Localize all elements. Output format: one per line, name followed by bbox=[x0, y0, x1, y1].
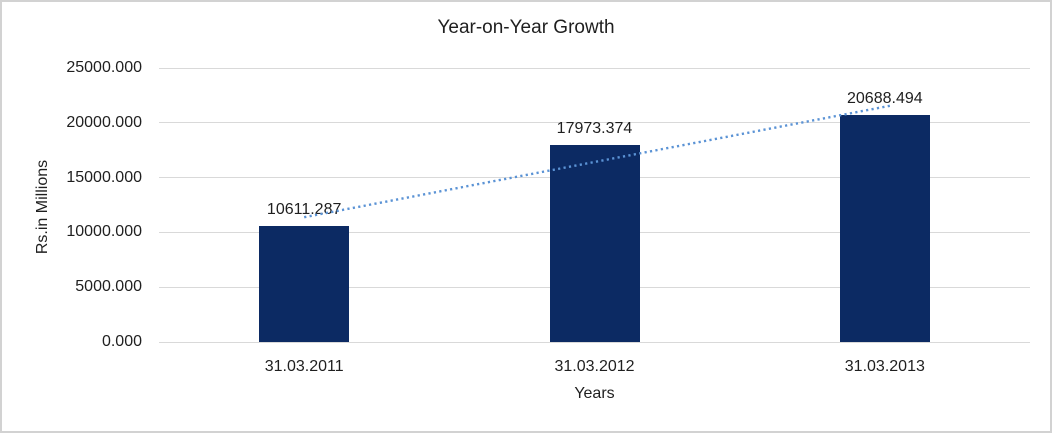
y-tick-label: 5000.000 bbox=[75, 278, 142, 296]
y-tick-label: 10000.000 bbox=[66, 223, 142, 241]
bar bbox=[259, 225, 350, 342]
bar bbox=[549, 145, 640, 342]
data-label: 10611.287 bbox=[266, 200, 342, 218]
x-category-label: 31.03.2012 bbox=[554, 358, 635, 375]
y-tick-label: 0.000 bbox=[101, 333, 142, 350]
data-label: 20688.494 bbox=[847, 90, 923, 108]
x-axis-title: Years bbox=[574, 385, 615, 402]
y-tick-label: 15000.000 bbox=[66, 168, 142, 186]
x-category-label: 31.03.2011 bbox=[264, 358, 344, 375]
y-tick-label: 20000.000 bbox=[66, 113, 142, 131]
trendline bbox=[303, 104, 891, 219]
chart-title: Year-on-Year Growth bbox=[437, 17, 615, 38]
x-category-label: 31.03.2013 bbox=[844, 358, 925, 375]
y-axis-title: Rs.in Millions bbox=[34, 159, 51, 255]
plot-area: 10611.287 17973.374 20688.494 bbox=[159, 67, 1030, 343]
y-tick-label: 25000.000 bbox=[66, 59, 142, 76]
bar bbox=[839, 115, 930, 342]
data-label: 17973.374 bbox=[556, 120, 633, 137]
gridline bbox=[159, 122, 1030, 124]
gridline bbox=[159, 67, 1030, 69]
gridline bbox=[159, 341, 1030, 343]
